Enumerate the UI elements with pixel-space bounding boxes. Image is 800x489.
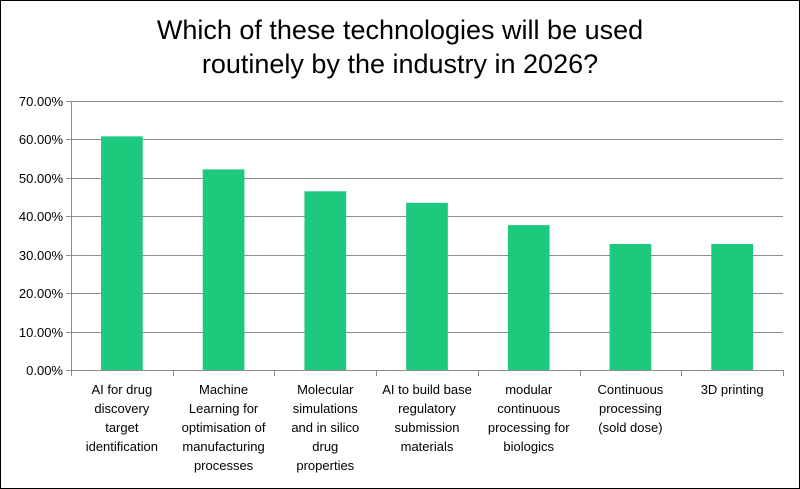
bars (101, 136, 753, 370)
y-tick-label: 40.00% (19, 209, 64, 224)
bar (101, 136, 143, 370)
y-tick-label: 50.00% (19, 171, 64, 186)
x-category-label: 3D printing (701, 382, 764, 397)
bar (711, 243, 753, 370)
y-tick-label: 10.00% (19, 325, 64, 340)
y-tick-label: 30.00% (19, 248, 64, 263)
y-tick-label: 20.00% (19, 286, 64, 301)
x-axis-category-labels: AI for drug discovery target identification… (86, 382, 764, 473)
x-category-label: AI for drug discovery target identification (86, 382, 158, 454)
y-tick-label: 70.00% (19, 94, 64, 109)
y-tick-label: 0.00% (26, 363, 63, 378)
bar (202, 169, 245, 370)
bar (507, 225, 550, 370)
x-category-label: Machine Learning for optimisation of manufa… (182, 382, 266, 473)
x-category-label: modular continuous processing for biologics (488, 382, 570, 454)
chart-title-line-1: Which of these technologies will be used (156, 15, 644, 45)
chart-title-line-2: routinely by the industry in 2026? (201, 49, 599, 79)
chart-title: Which of these technologies will be used… (1, 13, 799, 81)
y-tick-label: 60.00% (19, 132, 64, 147)
x-category-label: Continuous processing (sold dose) (598, 382, 664, 435)
y-axis-tick-labels: 0.00% 10.00% 20.00% 30.00% 40.00% 50.00% 60.00… (19, 94, 64, 378)
bar (609, 243, 652, 370)
bar (406, 202, 448, 370)
bar (304, 191, 347, 370)
x-category-label: Molecular simulations and in silico drug pro… (291, 382, 359, 473)
x-category-label: AI to build base regulatory submission mate… (382, 382, 472, 454)
axes (66, 101, 784, 376)
